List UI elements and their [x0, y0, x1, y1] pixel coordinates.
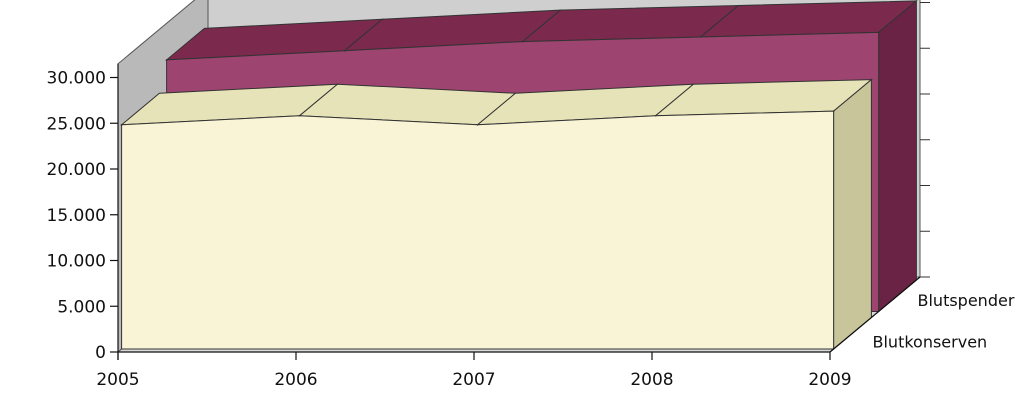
- data-point-Blutkonserven-2006: [298, 114, 301, 117]
- series-area-Blutkonserven: [121, 110, 835, 350]
- data-point-Blutspender-2007: [521, 40, 524, 43]
- y-tick-label: 5.000: [57, 297, 106, 317]
- data-point-Blutkonserven-2007: [476, 124, 479, 126]
- data-point-Blutspender-2005: [165, 59, 168, 61]
- y-tick-label: 15.000: [47, 206, 106, 226]
- y-axis: 0 5.000 10.000 15.000 20.000 25.000 30.000: [47, 63, 119, 363]
- x-tick-label: 2005: [96, 370, 139, 390]
- data-point-Blutspender-2008: [699, 36, 702, 38]
- x-axis: 2005 2006 2007 2008 2009: [96, 276, 921, 390]
- series-layer: [120, 0, 918, 351]
- series-label-Blutspender: Blutspender: [918, 291, 1015, 310]
- series-depth-labels: Blutspender Blutkonserven: [873, 291, 1015, 352]
- series-side-Blutkonserven: [833, 78, 872, 351]
- series-side-Blutspender: [878, 0, 917, 313]
- y-tick-label: 25.000: [47, 114, 106, 134]
- y-tick-label: 0: [95, 343, 106, 363]
- y-tick-label: 10.000: [47, 252, 106, 272]
- data-point-Blutspender-2006: [343, 49, 346, 52]
- depth-axis-line: [829, 276, 921, 353]
- x-tick-label: 2008: [630, 370, 673, 390]
- y-tick-label: 30.000: [47, 69, 106, 89]
- x-tick-label: 2009: [808, 370, 851, 390]
- data-point-Blutkonserven-2008: [654, 114, 657, 117]
- data-point-Blutkonserven-2009: [832, 110, 835, 112]
- x-tick-label: 2007: [452, 370, 495, 390]
- x-tick-label: 2006: [274, 370, 317, 390]
- data-point-Blutspender-2009: [877, 31, 880, 34]
- series-label-Blutkonserven: Blutkonserven: [873, 332, 988, 351]
- data-point-Blutkonserven-2005: [120, 124, 123, 126]
- y-tick-label: 20.000: [47, 160, 106, 180]
